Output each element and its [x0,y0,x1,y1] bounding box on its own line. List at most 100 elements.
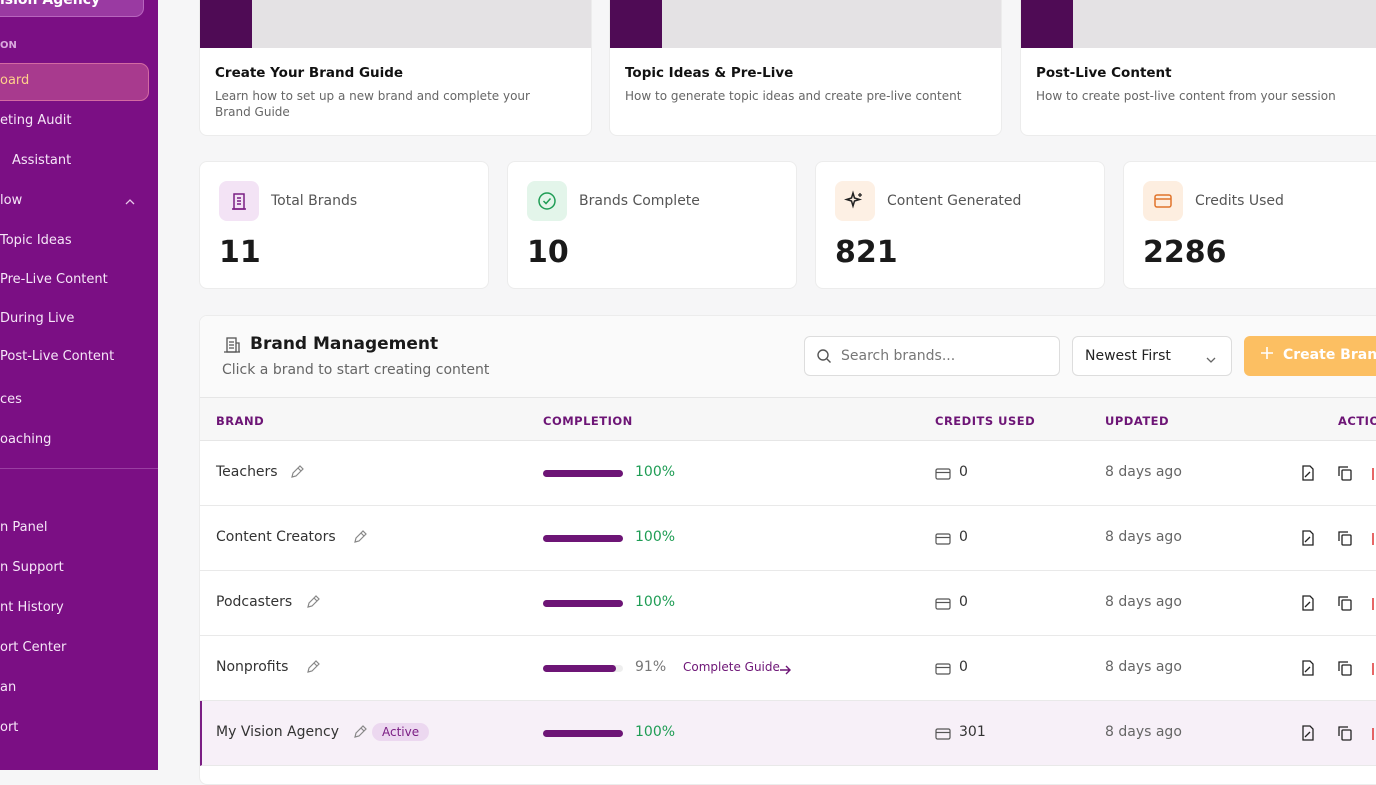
copy-icon[interactable] [1337,660,1353,680]
stat-card: Credits Used 2286 [1123,161,1376,289]
nav-item[interactable]: eting Audit [0,113,72,128]
tutorial-card[interactable]: Create Your Brand Guide Learn how to set … [199,0,592,136]
delete-icon[interactable] [1372,530,1376,550]
generate-icon[interactable] [1300,725,1316,745]
edit-icon[interactable] [352,724,368,744]
create-plus [1260,344,1274,365]
sort-value: Newest First [1085,348,1171,364]
delete-icon[interactable] [1372,595,1376,615]
nav-item[interactable]: oard [0,73,30,88]
nav-item[interactable]: an [0,680,17,695]
thumbnail [610,0,1001,48]
stat-icon [835,181,875,221]
section-label: ON [0,40,17,51]
stat-value: 11 [219,235,261,270]
table-row[interactable] [200,441,1376,506]
tutorial-card[interactable]: Post-Live Content How to create post-live… [1020,0,1376,136]
table-row[interactable] [200,636,1376,701]
edit-icon[interactable] [352,529,368,549]
stat-value: 10 [527,235,569,270]
stat-icon [219,181,259,221]
create-button[interactable]: Create Brand [1244,336,1376,376]
nav-item[interactable]: Pre-Live Content [0,272,108,287]
stat-icon [527,181,567,221]
credits-used: 0 [959,464,968,480]
panel-icon [222,335,242,359]
tutorial-description: How to create post-live content from you… [1036,89,1336,103]
nav-item[interactable]: Assistant [12,153,72,168]
workspace-switcher[interactable] [0,0,144,17]
nav-item[interactable]: During Live [0,311,75,326]
completion-label: 100% [635,529,676,545]
stat-label: Brands Complete [579,193,700,209]
stat-label: Content Generated [887,193,1022,209]
search-input[interactable]: Search brands... [804,336,1060,376]
nav-item[interactable]: n Panel [0,520,48,535]
stat-card: Total Brands 11 [199,161,489,289]
stat-label: Total Brands [271,193,358,209]
complete-guide-link[interactable]: Complete Guide [683,660,780,674]
credit-icon [935,661,951,680]
column-header: CREDITS USED [935,414,1036,428]
nav-item[interactable]: ort [0,720,19,735]
stat-card: Brands Complete 10 [507,161,797,289]
completion-label: 100% [635,464,676,480]
chevron-up[interactable] [124,197,136,207]
thumbnail [200,0,591,48]
generate-icon[interactable] [1300,595,1316,615]
progress-bar [543,535,623,542]
updated: 8 days ago [1105,724,1182,740]
copy-icon[interactable] [1337,595,1353,615]
thumbnail-sidebar [1021,0,1073,48]
edit-icon[interactable] [305,659,321,679]
updated: 8 days ago [1105,594,1182,610]
nav-item[interactable]: oaching [0,432,52,447]
brand-name: Nonprofits [216,659,289,675]
credits-used: 0 [959,529,968,545]
thumbnail-sidebar [200,0,252,48]
generate-icon[interactable] [1300,530,1316,550]
copy-icon[interactable] [1337,465,1353,485]
nav-item[interactable]: ort Center [0,640,67,655]
stat-label: Credits Used [1195,193,1284,209]
nav-item[interactable]: Post-Live Content [0,349,115,364]
tutorial-card[interactable]: Topic Ideas & Pre-Live How to generate to… [609,0,1002,136]
updated: 8 days ago [1105,464,1182,480]
create-label: Create Brand [1283,347,1376,363]
edit-icon[interactable] [305,594,321,614]
progress-bar [543,665,616,672]
generate-icon[interactable] [1300,660,1316,680]
delete-icon[interactable] [1372,660,1376,680]
nav-item[interactable]: low [0,193,23,208]
credits-used: 0 [959,659,968,675]
nav-item[interactable]: Topic Ideas [0,233,72,248]
credit-icon [935,596,951,615]
stat-card: Content Generated 821 [815,161,1105,289]
panel-title: Brand Management [250,334,439,354]
sort-select[interactable]: Newest First [1072,336,1232,376]
nav-item[interactable]: ces [0,392,22,407]
delete-icon[interactable] [1372,465,1376,485]
progress-bar [543,470,623,477]
sidebar: ision Agency ON oard eting Audit Assistant… [0,0,158,770]
credits-used: 301 [959,724,986,740]
thumbnail [1021,0,1376,48]
panel-subtitle: Click a brand to start creating content [222,362,490,378]
credits-used: 0 [959,594,968,610]
arrow-icon [779,662,792,681]
sort-chevron [1205,351,1217,370]
tutorial-title: Create Your Brand Guide [215,65,404,81]
edit-icon[interactable] [289,464,305,484]
divider [0,468,158,469]
copy-icon[interactable] [1337,725,1353,745]
generate-icon[interactable] [1300,465,1316,485]
nav-item[interactable]: nt History [0,600,64,615]
column-header: BRAND [216,414,265,428]
nav-item[interactable]: n Support [0,560,64,575]
delete-icon[interactable] [1372,725,1376,745]
credit-icon [935,726,951,745]
table-row[interactable] [200,571,1376,636]
table-row[interactable] [200,506,1376,571]
copy-icon[interactable] [1337,530,1353,550]
